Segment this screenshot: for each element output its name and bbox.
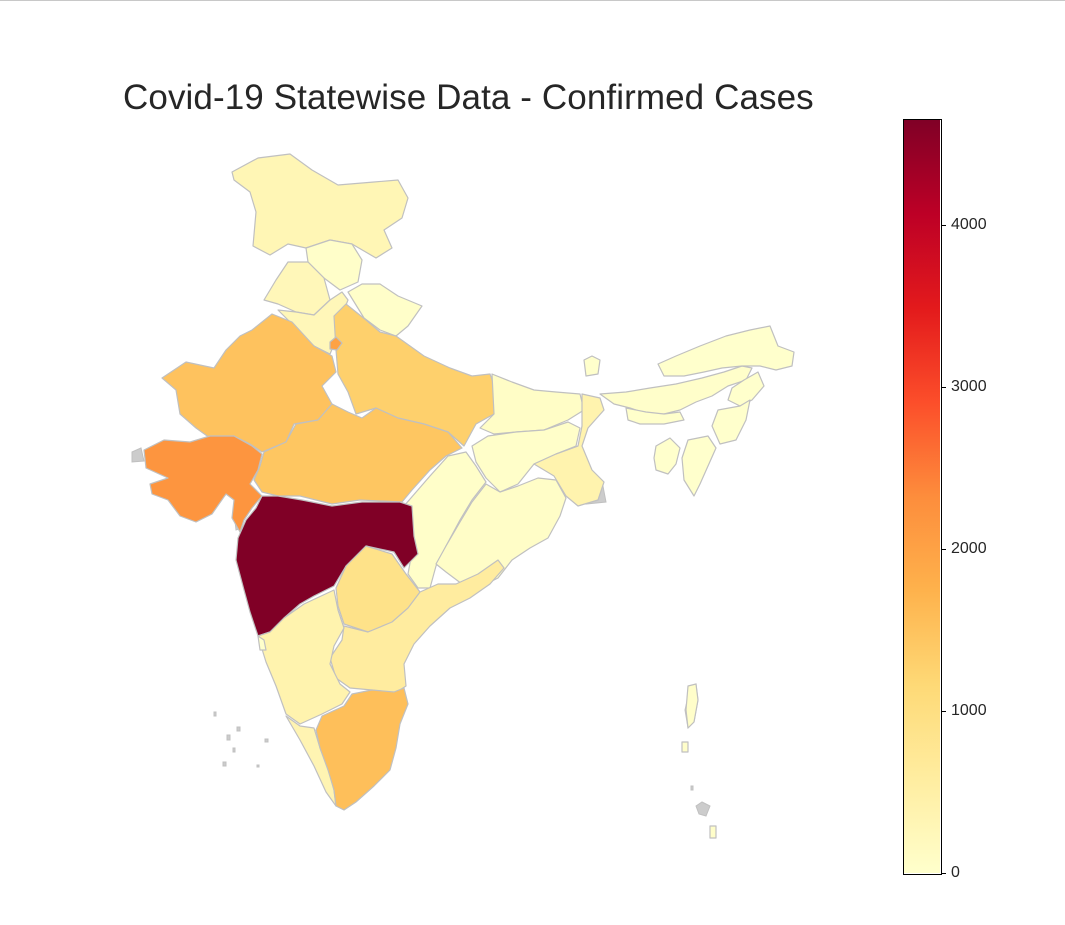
top-rule — [0, 0, 1065, 1]
colorbar-tick — [941, 873, 946, 874]
state-bihar — [479, 373, 585, 435]
state-goa — [257, 635, 267, 651]
colorbar-tick-label: 1000 — [951, 702, 987, 719]
colorbar-tick-label: 4000 — [951, 216, 987, 233]
state-karnataka — [257, 589, 351, 725]
state-odisha — [435, 477, 567, 587]
state-andaman-and-nicobar — [681, 683, 717, 839]
state-meghalaya — [625, 407, 685, 425]
state-uttarakhand — [347, 283, 423, 337]
colorbar-gradient — [904, 120, 940, 873]
state-jammu-and-kashmir — [231, 153, 409, 259]
state-uttar-pradesh — [333, 303, 499, 447]
colorbar — [903, 119, 942, 875]
colorbar-tick-label: 3000 — [951, 378, 987, 395]
region-lakshadweep-nodata — [213, 711, 269, 768]
region-gujarat-coast-nodata — [131, 447, 145, 463]
state-mizoram — [681, 435, 717, 497]
state-madhya-pradesh — [253, 403, 463, 505]
state-maharashtra — [235, 495, 419, 637]
state-sikkim — [583, 355, 601, 377]
state-tamil-nadu — [315, 687, 409, 811]
map-title: Covid-19 Statewise Data - Confirmed Case… — [123, 78, 814, 117]
colorbar-tick — [941, 711, 946, 712]
state-manipur — [711, 399, 751, 445]
colorbar-tick-label: 0 — [951, 864, 960, 881]
colorbar-tick — [941, 225, 946, 226]
colorbar-tick — [941, 387, 946, 388]
colorbar-tick — [941, 549, 946, 550]
state-rajasthan — [161, 313, 337, 453]
state-west-bengal — [533, 393, 605, 507]
colorbar-tick-label: 2000 — [951, 540, 987, 557]
state-delhi — [329, 336, 343, 351]
state-andhra-pradesh — [329, 559, 505, 695]
state-tripura — [653, 437, 681, 475]
state-arunachal-pradesh — [657, 325, 795, 377]
state-gujarat — [143, 435, 263, 533]
